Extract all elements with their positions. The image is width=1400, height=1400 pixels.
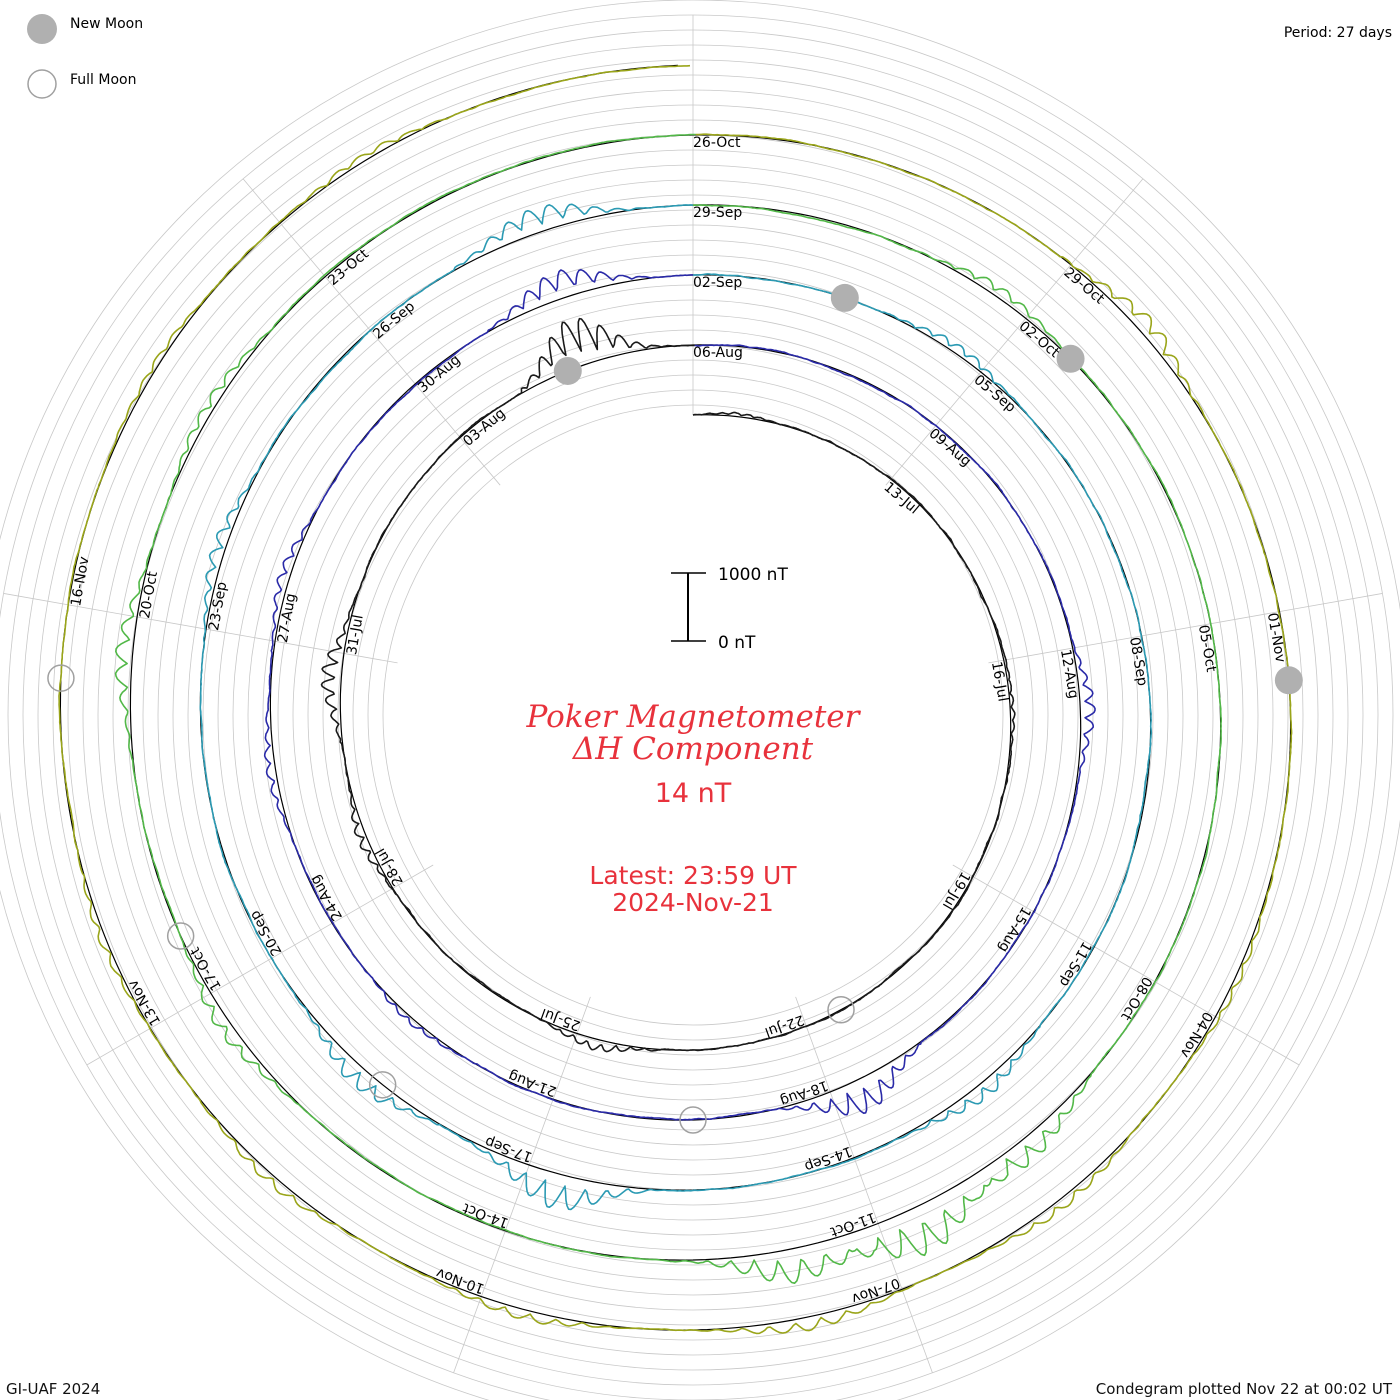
full-moon-marker xyxy=(47,664,75,692)
grid-spoke xyxy=(242,178,501,486)
date-label: 05-Oct xyxy=(1195,624,1219,674)
date-label: 16-Nov xyxy=(68,555,92,607)
date-label: 18-Aug xyxy=(778,1077,830,1109)
full-moon-marker xyxy=(827,995,855,1024)
credit-label: GI-UAF 2024 xyxy=(6,1380,101,1398)
new-moon-legend-label: New Moon xyxy=(70,16,143,32)
scale-top-label: 1000 nT xyxy=(718,565,788,585)
date-label: 10-Nov xyxy=(434,1264,487,1296)
date-label: 09-Aug xyxy=(926,426,975,470)
date-label: 06-Aug xyxy=(693,345,743,361)
series-rotation-3 xyxy=(199,203,1153,1211)
grid-spoke xyxy=(988,593,1383,664)
date-label: 05-Sep xyxy=(971,372,1019,416)
date-label: 14-Sep xyxy=(802,1143,854,1175)
date-label: 08-Sep xyxy=(1126,636,1150,687)
date-label: 03-Aug xyxy=(460,405,509,449)
date-label: 20-Sep xyxy=(247,908,286,959)
scale-bar xyxy=(671,572,706,642)
latest-date: 2024-Nov-21 xyxy=(612,888,774,917)
series-rotation-1 xyxy=(320,317,1016,1053)
new-moon-marker xyxy=(830,283,859,312)
date-label: 16-Jul xyxy=(988,660,1011,703)
date-label: 19-Jul xyxy=(939,869,973,912)
full-moon-legend-label: Full Moon xyxy=(70,72,136,88)
plotted-label: Condegram plotted Nov 22 at 00:02 UT xyxy=(1095,1380,1392,1398)
grid-spoke xyxy=(453,996,591,1373)
date-label: 29-Sep xyxy=(693,205,742,221)
series-traces xyxy=(58,64,1293,1335)
date-label: 07-Nov xyxy=(849,1274,902,1306)
full-moon-marker xyxy=(368,1071,397,1099)
new-moon-marker xyxy=(1274,666,1303,695)
scale-bottom-label: 0 nT xyxy=(718,633,756,653)
chart-title-line1: Poker Magnetometer xyxy=(526,699,862,735)
new-moon-marker xyxy=(553,356,582,385)
latest-time: Latest: 23:59 UT xyxy=(589,861,797,890)
date-label: 17-Oct xyxy=(187,944,225,994)
moon-markers xyxy=(47,283,1303,1134)
date-label: 21-Aug xyxy=(506,1067,558,1099)
grid-spoke xyxy=(885,178,1144,486)
full-moon-marker xyxy=(166,922,195,950)
date-label: 23-Oct xyxy=(325,246,372,289)
grid-spoke xyxy=(795,996,933,1373)
series-rotation-2 xyxy=(263,268,1096,1121)
spoke-lines xyxy=(3,15,1383,1373)
grid-spoke xyxy=(952,864,1300,1066)
new-moon-marker xyxy=(1056,344,1085,373)
new-moon-legend-icon xyxy=(27,14,57,44)
series-rotation-5 xyxy=(58,64,1293,1335)
date-label: 26-Oct xyxy=(693,135,741,151)
current-value: 14 nT xyxy=(655,778,732,809)
date-label: 31-Jul xyxy=(344,614,367,657)
date-label: 25-Jul xyxy=(539,1005,583,1034)
date-label: 02-Sep xyxy=(693,275,742,291)
grid-spoke xyxy=(86,864,434,1066)
full-moon-legend-icon xyxy=(27,69,57,99)
period-label: Period: 27 days xyxy=(1284,25,1392,41)
date-label: 08-Oct xyxy=(1117,974,1155,1024)
full-moon-marker xyxy=(679,1106,707,1134)
series-rotation-4 xyxy=(114,133,1222,1284)
date-label: 14-Oct xyxy=(460,1199,511,1230)
date-label: 15-Aug xyxy=(995,904,1034,955)
date-label: 17-Sep xyxy=(483,1133,535,1165)
chart-title-line2: ΔH Component xyxy=(572,731,814,767)
